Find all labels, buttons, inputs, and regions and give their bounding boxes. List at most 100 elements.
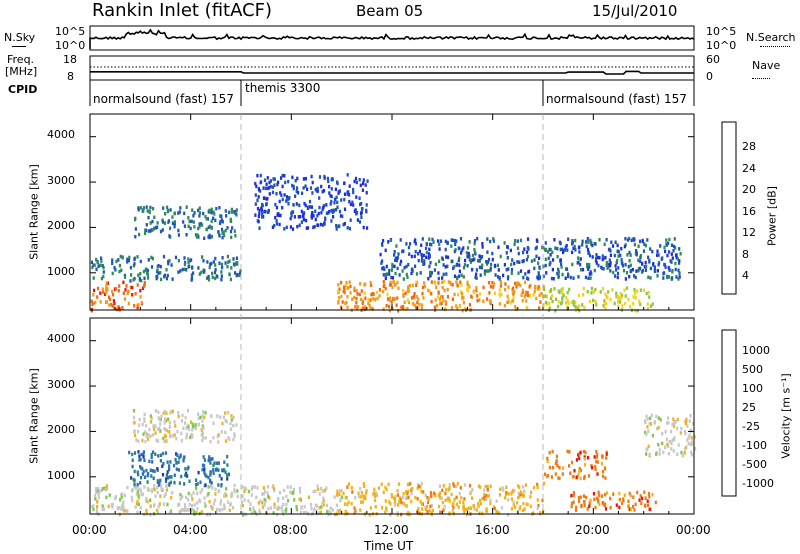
vel-cells-cell [201,488,204,492]
power-cells-cell [221,231,224,235]
vel-cells-cell [375,493,378,497]
power-cells-cell [272,177,275,181]
vel-cells-cell [510,492,513,496]
vel-cells-cell [151,460,154,464]
power-cells-cell [440,301,443,306]
power-cells-cell [201,255,204,259]
power-cells-cell [320,184,323,189]
power-cells-cell [167,219,171,223]
vel-cells-cell [690,436,693,440]
vel-cells-cell [676,452,679,456]
power-cells-cell [139,271,142,276]
vel-cells-cell [410,499,413,504]
power-cells-cell [633,288,636,292]
vel-cells-cell [214,487,217,492]
vel-cells-cell [96,489,99,493]
vel-cells-cell [204,436,207,440]
vel-cells-cell [98,490,101,494]
vel-cells-cell [400,500,403,505]
power-cells-cell [545,271,548,275]
vel-cells-cell [285,502,288,507]
vel-cells-cell [226,473,229,477]
power-cells-cell [535,245,538,250]
power-cells-cell [504,287,507,292]
power-cells-cell [429,242,432,247]
power-cells-cell [671,256,674,260]
power-cells-cell [395,244,398,248]
vel-cells-cell [151,433,155,437]
vel-cells-cell [289,490,292,494]
power-cells-cell [483,272,486,276]
power-cells-cell [511,258,514,262]
power-cells-cell [670,277,673,281]
power-cells-cell [668,237,671,242]
vel-cells-cell [201,438,204,443]
power-cells-cell [516,239,519,243]
vel-cells-cell [639,494,642,498]
vel-cells-cell [149,498,152,502]
vel-cells-cell [605,450,608,455]
power-cells-cell [456,283,459,287]
vel-cells-cell [622,497,625,501]
vel-cells-cell [597,490,600,495]
power-cells-cell [422,253,425,258]
power-cells-cell [161,228,164,232]
vel-cells-cell [111,505,114,509]
power-cells-cell [607,262,610,267]
power-cells-cell [473,290,476,295]
vel-cells-cell [470,490,473,494]
vel-cells-cell [307,495,310,499]
power-cells-cell [205,276,209,280]
vel-cells-cell [425,505,429,509]
power-cells-cell [183,267,186,272]
vel-cells-cell [286,485,289,489]
power-cells-cell [540,291,543,296]
power-cells-cell [165,276,168,281]
power-cells-cell [621,304,624,308]
vel-cells-cell [673,421,676,425]
vel-cells-cell [142,453,145,457]
vel-cells-cell [145,423,148,428]
power-cells-cell [522,275,525,280]
vel-cells-cell [316,484,319,488]
power-cells-cell [463,263,466,267]
vel-cells-cell [396,511,399,515]
power-cells-cell [444,265,447,269]
power-cells-cell [601,266,604,271]
power-cells-cell [152,206,155,211]
vel-cells-cell [97,486,100,491]
vel-cells-cell [596,460,599,464]
vel-cells-cell [101,504,104,508]
vel-cells-cell [96,505,99,509]
power-cells-cell [606,266,609,270]
power-cells-cell [297,215,300,219]
vel-cells-cell [385,487,388,492]
power-cells-cell [462,275,465,279]
power-cells-cell [510,271,513,275]
vel-cells-cell [184,467,187,471]
freq-tick-high: 18 [63,53,77,66]
power-cells-cell [563,248,566,252]
vel-cells-cell [184,473,187,477]
vel-cells-cell [353,506,356,510]
power-cells-cell [310,205,313,209]
vel-cells-cell [692,421,695,426]
power-cells-cell [649,247,652,251]
power-cells-cell [606,295,609,300]
power-cells-cell [628,259,631,263]
power-cells-cell [635,269,638,273]
power-cells-cell [480,265,483,270]
vel-cells-cell [446,497,449,502]
power-cells-cell [443,288,446,293]
power-cells-cell [360,289,363,293]
power-cells-cell [305,218,308,223]
power-cells-cell [136,283,139,287]
power-cells-cell [557,304,560,309]
vel-cells-cell [124,509,127,513]
power-cells-cell [185,268,188,272]
vel-cells-cell [178,481,181,485]
vel-cells-cell [141,467,144,471]
vel-cells-cell [485,497,488,502]
vel-cells-cell [195,510,198,515]
power-cells-cell [235,256,238,260]
